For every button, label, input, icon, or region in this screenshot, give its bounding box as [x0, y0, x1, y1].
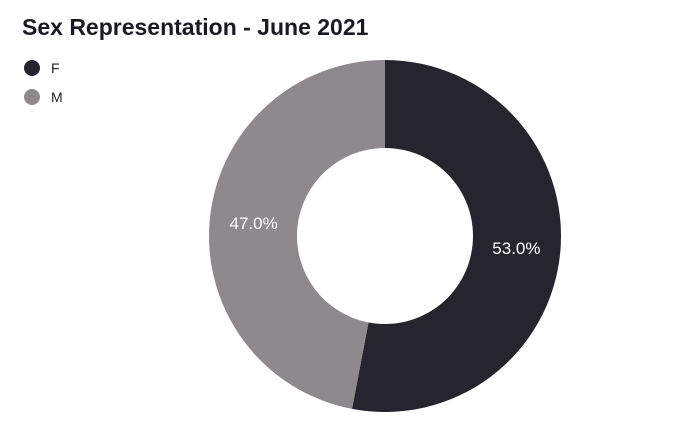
chart-title: Sex Representation - June 2021: [22, 14, 369, 40]
slice-label-f: 53.0%: [492, 239, 540, 258]
legend-item-m: M: [24, 89, 63, 105]
legend-label-f: F: [51, 60, 60, 76]
legend-swatch-f: [24, 60, 40, 76]
legend-label-m: M: [51, 89, 63, 105]
legend-swatch-m: [24, 89, 40, 105]
slice-f: [352, 60, 562, 412]
slice-m: [209, 60, 385, 409]
legend-item-f: F: [24, 60, 63, 76]
legend: F M: [24, 60, 63, 118]
slice-label-m: 47.0%: [229, 214, 277, 233]
